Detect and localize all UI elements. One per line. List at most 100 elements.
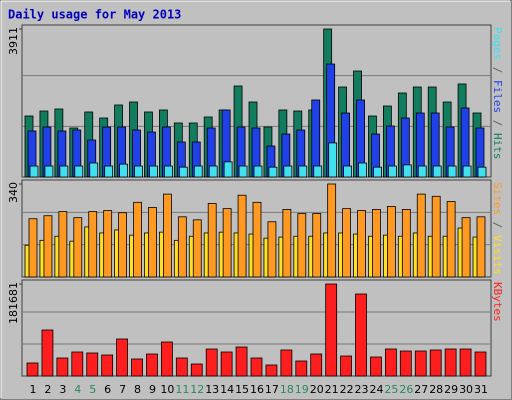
legend: Sites / Visits (491, 182, 504, 275)
bar (177, 216, 187, 278)
bar (131, 358, 143, 377)
x-tick-label: 14 (220, 383, 234, 396)
x-tick-label: 11 (175, 383, 189, 396)
x-tick-label: 17 (265, 383, 279, 396)
bar (222, 208, 232, 278)
bar (134, 165, 143, 178)
legend-entry: KBytes (491, 282, 504, 322)
bar (235, 346, 248, 377)
x-tick-label: 9 (149, 383, 156, 396)
y-tick-label: 340 (7, 182, 20, 203)
bar (104, 165, 114, 178)
x-tick-label: 16 (250, 383, 264, 396)
bar (58, 211, 68, 278)
bar (327, 183, 337, 278)
bar (149, 165, 158, 178)
bar (431, 195, 441, 278)
bar (162, 193, 172, 278)
bar (462, 165, 472, 178)
bar (59, 165, 69, 178)
bar (402, 164, 412, 178)
bar (86, 352, 99, 377)
x-tick-label: 15 (235, 383, 249, 396)
x-tick-label: 19 (295, 383, 309, 396)
bar (311, 99, 321, 178)
bar (372, 209, 381, 278)
bar (73, 217, 83, 278)
bar (74, 165, 84, 178)
y-tick-label: 3911 (7, 27, 20, 55)
bar (116, 338, 128, 377)
bar (223, 161, 233, 178)
bar (133, 201, 142, 278)
bar (148, 207, 157, 278)
bar (207, 203, 217, 278)
bar (280, 349, 293, 377)
legend-separator: / (491, 60, 504, 80)
legend-entry: Visits (491, 235, 504, 275)
x-tick-label: 7 (119, 383, 126, 396)
bar (26, 362, 39, 377)
bar (192, 219, 202, 278)
legend-separator: / (491, 215, 504, 235)
bar (238, 165, 248, 178)
bar (387, 165, 397, 178)
bar (44, 165, 54, 178)
bar (163, 165, 173, 178)
bar (343, 165, 353, 178)
bar (178, 166, 188, 178)
bar (313, 165, 323, 178)
bar (355, 293, 367, 377)
bar (101, 354, 114, 377)
bar (28, 218, 38, 278)
x-tick-label: 23 (355, 383, 369, 396)
x-tick-label: 6 (104, 383, 111, 396)
bar (401, 209, 411, 278)
bar (432, 165, 442, 178)
bar (119, 163, 128, 178)
bar (447, 165, 457, 178)
bar (416, 193, 426, 278)
bar (357, 210, 366, 278)
legend-entry: Files (491, 80, 504, 113)
bar (417, 165, 427, 178)
bar (160, 341, 173, 377)
bar (297, 213, 307, 278)
bar (71, 351, 84, 377)
legend-entry: Pages (491, 27, 504, 60)
bar (265, 364, 278, 377)
x-tick-label: 18 (280, 383, 294, 396)
bar (175, 357, 188, 377)
x-tick-label: 22 (340, 383, 354, 396)
x-tick-label: 13 (205, 383, 219, 396)
bar (370, 356, 382, 377)
bar (56, 357, 69, 377)
bar (250, 357, 263, 377)
bar (373, 166, 382, 178)
bar (88, 211, 98, 278)
legend-entry: Hits (491, 133, 504, 160)
x-tick-label: 3 (59, 383, 66, 396)
bar (89, 162, 99, 178)
x-tick-label: 30 (459, 383, 473, 396)
bar (342, 208, 352, 278)
bar (253, 165, 263, 178)
x-tick-label: 26 (399, 383, 413, 396)
bar (103, 210, 113, 278)
x-tick-label: 27 (414, 383, 428, 396)
bar (312, 213, 322, 278)
bar (325, 283, 338, 377)
bar (295, 360, 308, 377)
x-tick-label: 31 (474, 383, 488, 396)
bar (29, 165, 39, 178)
x-tick-label: 24 (369, 383, 383, 396)
x-tick-label: 2 (44, 383, 51, 396)
bar (358, 162, 367, 178)
x-tick-label: 5 (89, 383, 96, 396)
bar (190, 363, 203, 377)
bar (476, 216, 486, 278)
bar (477, 166, 487, 178)
bar (384, 348, 397, 377)
x-tick-label: 4 (74, 383, 81, 396)
